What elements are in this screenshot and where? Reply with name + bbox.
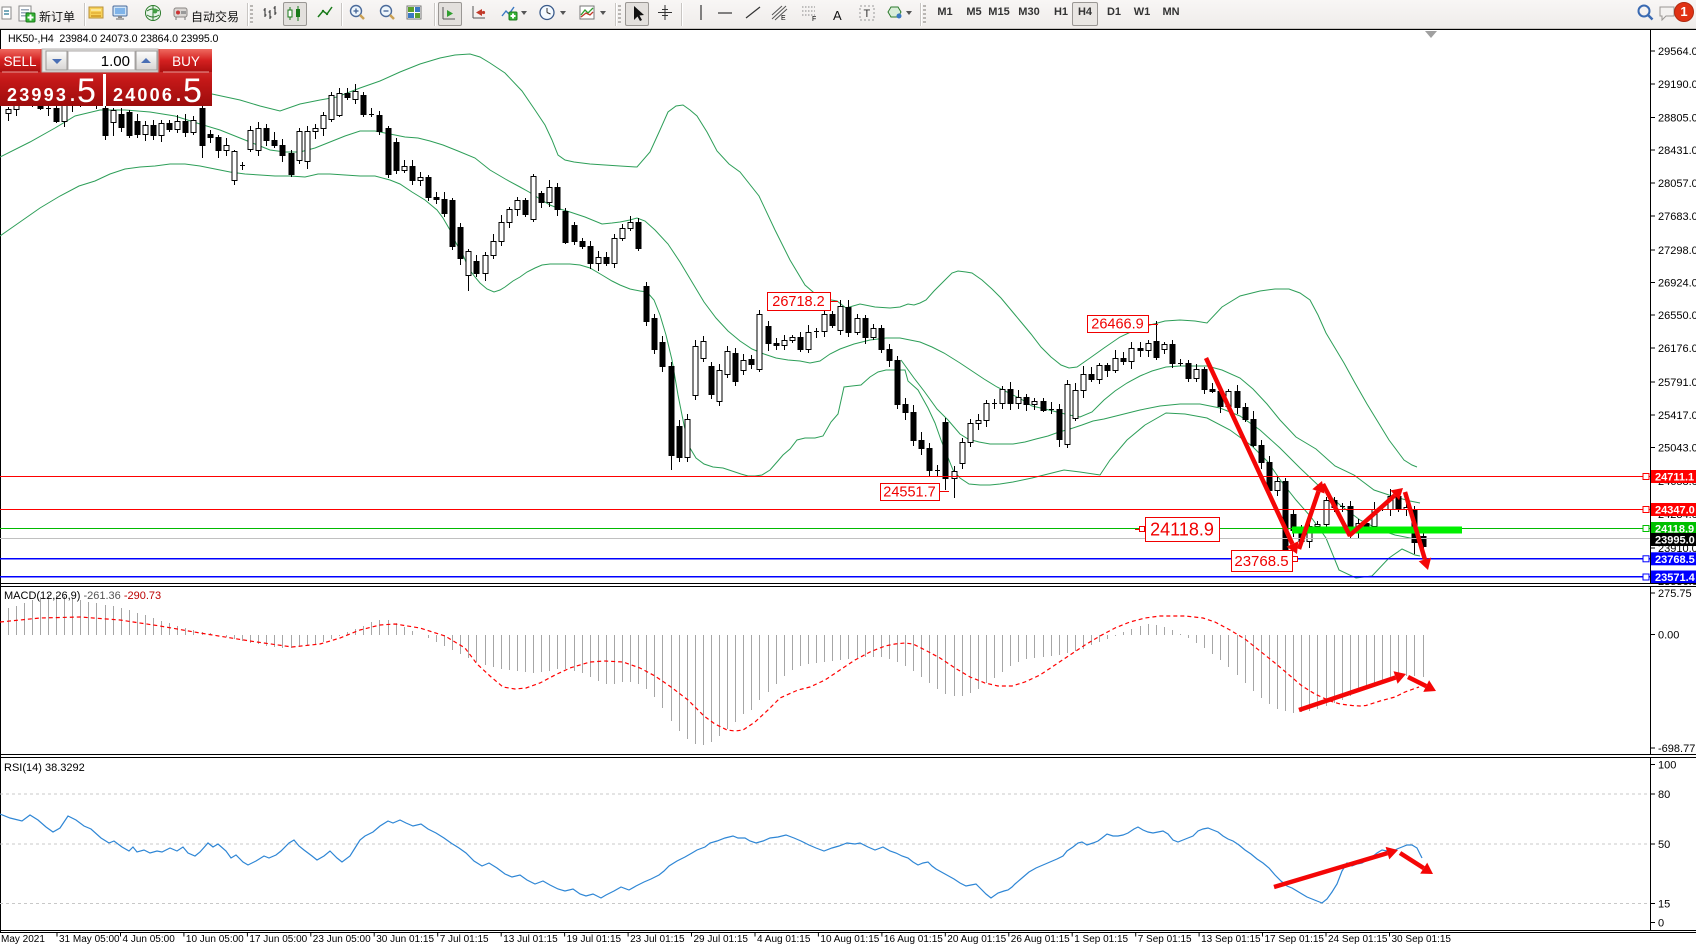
svg-text:7 Jul 01:15: 7 Jul 01:15 xyxy=(440,934,489,945)
svg-text:26466.9: 26466.9 xyxy=(1091,317,1143,333)
svg-text:13 Sep 01:15: 13 Sep 01:15 xyxy=(1201,934,1261,945)
svg-text:1 Sep 01:15: 1 Sep 01:15 xyxy=(1074,934,1128,945)
svg-text:29190.0: 29190.0 xyxy=(1658,79,1696,91)
svg-text:26176.0: 26176.0 xyxy=(1658,343,1696,355)
svg-text:T: T xyxy=(864,8,871,20)
svg-text:23768.5: 23768.5 xyxy=(1234,553,1288,570)
svg-text:0.00: 0.00 xyxy=(1658,630,1679,642)
svg-text:23 Jul 01:15: 23 Jul 01:15 xyxy=(630,934,685,945)
svg-text:24711.1: 24711.1 xyxy=(1655,472,1694,484)
svg-text:24347.0: 24347.0 xyxy=(1655,505,1695,517)
svg-text:SELL: SELL xyxy=(3,54,37,69)
svg-text:26718.2: 26718.2 xyxy=(772,294,824,310)
svg-text:27298.0: 27298.0 xyxy=(1658,245,1696,257)
svg-text:25043.0: 25043.0 xyxy=(1658,443,1696,455)
svg-text:MACD(12,26,9) -261.36 -290.73: MACD(12,26,9) -261.36 -290.73 xyxy=(4,590,161,602)
svg-text:31 May 05:00: 31 May 05:00 xyxy=(59,934,120,945)
svg-text:4 Jun 05:00: 4 Jun 05:00 xyxy=(123,934,176,945)
svg-text:E: E xyxy=(781,15,786,22)
svg-text:BUY: BUY xyxy=(172,54,200,69)
svg-text:5: 5 xyxy=(77,72,96,110)
svg-text:25417.0: 25417.0 xyxy=(1658,410,1696,422)
svg-text:.: . xyxy=(176,85,181,105)
svg-text:F: F xyxy=(812,16,816,23)
svg-text:May 2021: May 2021 xyxy=(1,934,45,945)
svg-text:26924.0: 26924.0 xyxy=(1658,278,1696,290)
svg-text:24118.9: 24118.9 xyxy=(1150,519,1214,539)
svg-text:28805.0: 28805.0 xyxy=(1658,113,1696,125)
svg-text:1.00: 1.00 xyxy=(101,53,130,70)
svg-text:100: 100 xyxy=(1658,760,1676,772)
svg-text:23768.5: 23768.5 xyxy=(1655,554,1695,566)
svg-text:HK50-,H4 23984.0 24073.0 2386: HK50-,H4 23984.0 24073.0 23864.0 23995.0 xyxy=(8,33,219,45)
svg-text:RSI(14) 38.3292: RSI(14) 38.3292 xyxy=(4,762,85,774)
svg-text:16 Aug 01:15: 16 Aug 01:15 xyxy=(884,934,943,945)
svg-text:24118.9: 24118.9 xyxy=(1655,524,1694,536)
svg-text:23 Jun 05:00: 23 Jun 05:00 xyxy=(313,934,371,945)
svg-text:28431.0: 28431.0 xyxy=(1658,145,1696,157)
svg-text:50: 50 xyxy=(1658,839,1670,851)
svg-text:23571.4: 23571.4 xyxy=(1655,572,1696,584)
svg-text:23993: 23993 xyxy=(7,85,68,105)
svg-text:30 Sep 01:15: 30 Sep 01:15 xyxy=(1392,934,1452,945)
svg-text:.: . xyxy=(70,85,75,105)
svg-text:30 Jun 01:15: 30 Jun 01:15 xyxy=(376,934,434,945)
svg-text:28057.0: 28057.0 xyxy=(1658,178,1696,190)
svg-text:0: 0 xyxy=(1658,918,1664,930)
svg-text:25791.0: 25791.0 xyxy=(1658,377,1696,389)
svg-text:29564.0: 29564.0 xyxy=(1658,46,1696,58)
svg-text:26 Aug 01:15: 26 Aug 01:15 xyxy=(1011,934,1070,945)
svg-text:7 Sep 01:15: 7 Sep 01:15 xyxy=(1138,934,1192,945)
svg-text:17 Sep 01:15: 17 Sep 01:15 xyxy=(1265,934,1325,945)
svg-text:29 Jul 01:15: 29 Jul 01:15 xyxy=(694,934,749,945)
svg-text:5: 5 xyxy=(183,72,202,110)
svg-text:24 Sep 01:15: 24 Sep 01:15 xyxy=(1328,934,1388,945)
svg-text:26550.0: 26550.0 xyxy=(1658,310,1696,322)
svg-text:-698.77: -698.77 xyxy=(1658,743,1695,755)
svg-text:10 Aug 01:15: 10 Aug 01:15 xyxy=(820,934,879,945)
svg-text:24551.7: 24551.7 xyxy=(883,485,935,501)
svg-text:80: 80 xyxy=(1658,789,1670,801)
svg-text:4 Aug 01:15: 4 Aug 01:15 xyxy=(757,934,811,945)
svg-text:13 Jul 01:15: 13 Jul 01:15 xyxy=(503,934,558,945)
svg-text:27683.0: 27683.0 xyxy=(1658,211,1696,223)
svg-text:24006: 24006 xyxy=(113,85,174,105)
svg-text:275.75: 275.75 xyxy=(1658,588,1692,600)
svg-text:23995.0: 23995.0 xyxy=(1655,535,1695,547)
svg-text:20 Aug 01:15: 20 Aug 01:15 xyxy=(947,934,1006,945)
svg-text:10 Jun 05:00: 10 Jun 05:00 xyxy=(186,934,244,945)
svg-text:19 Jul 01:15: 19 Jul 01:15 xyxy=(567,934,622,945)
svg-text:15: 15 xyxy=(1658,899,1670,911)
svg-text:17 Jun 05:00: 17 Jun 05:00 xyxy=(249,934,307,945)
